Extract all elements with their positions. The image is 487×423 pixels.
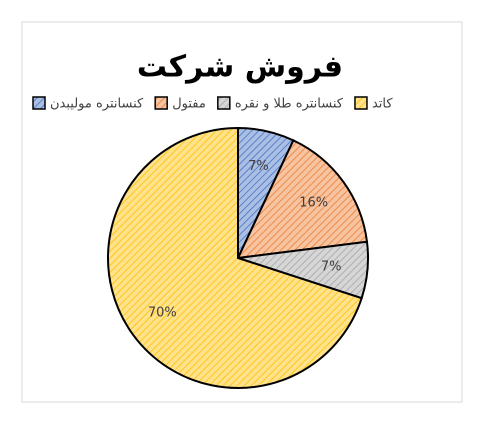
data-label: 7%: [248, 159, 269, 174]
chart-title: فروش شرکت: [137, 50, 343, 85]
data-label: 7%: [321, 259, 342, 274]
legend-label: کنسانتره طلا و نقره: [235, 97, 344, 112]
data-label: 70%: [148, 306, 177, 321]
legend-label: مفتول: [172, 97, 206, 112]
legend-swatch: [217, 96, 231, 110]
legend-label: کاتد: [372, 97, 393, 112]
legend-swatch: [32, 96, 46, 110]
pie-slice: [236, 139, 369, 260]
pie-slice: [107, 126, 363, 389]
legend-swatch: [154, 96, 168, 110]
legend-label: کنسانتره مولیبدن: [50, 97, 144, 112]
legend-swatch: [354, 96, 368, 110]
data-label: 16%: [299, 195, 328, 210]
